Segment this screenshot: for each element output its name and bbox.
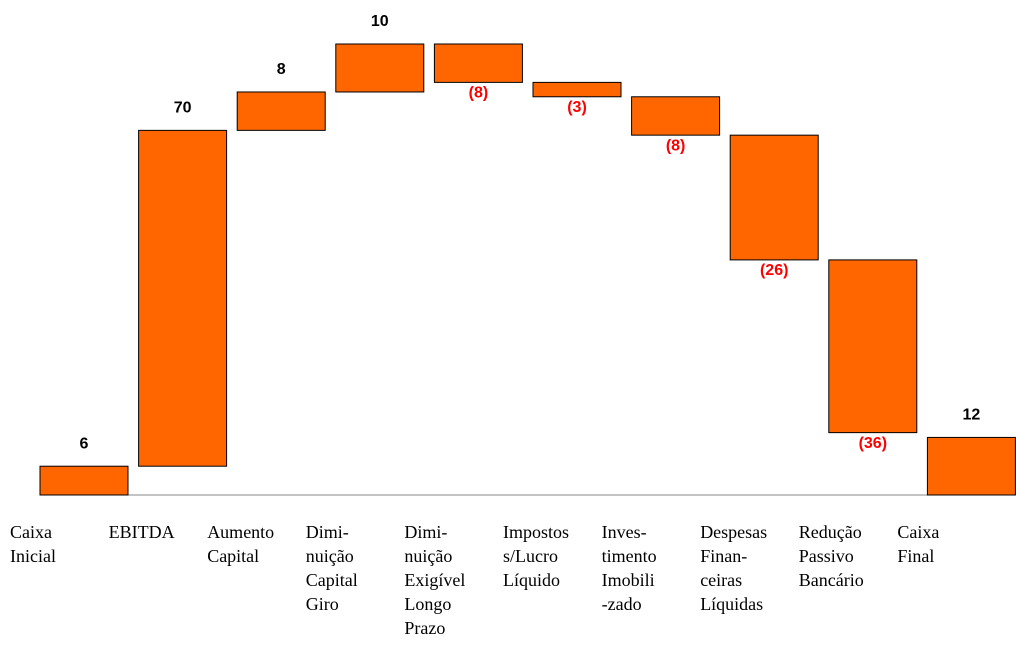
value-label: 8 <box>277 61 286 78</box>
bar <box>729 134 819 261</box>
bar <box>138 129 228 467</box>
x-tick-label: Redução Passivo Bancário <box>798 522 864 590</box>
bar <box>828 259 918 434</box>
value-label: (26) <box>760 262 788 279</box>
bar <box>236 91 326 131</box>
value-label: (3) <box>567 99 587 116</box>
x-tick-label: Caixa Final <box>897 522 940 566</box>
value-label: (8) <box>666 137 686 154</box>
x-tick-label: Aumento Capital <box>207 522 275 566</box>
bar <box>335 43 425 93</box>
value-label: 10 <box>371 13 389 30</box>
x-tick-label: Dimi- nuição Exigível Longo Prazo <box>404 522 466 638</box>
x-tick-label: Caixa Inicial <box>10 522 56 566</box>
bar <box>532 81 622 98</box>
value-label: (8) <box>469 85 489 102</box>
bar <box>926 436 1016 496</box>
x-tick-label: Dimi- nuição Capital Giro <box>305 522 358 614</box>
value-label: 70 <box>174 100 192 117</box>
x-tick-label: Impostos s/Lucro Líquido <box>503 522 570 590</box>
x-tick-label: Inves- timento Imobili -zado <box>601 522 657 614</box>
x-tick-label: EBITDA <box>108 522 175 542</box>
x-tick-label: Despesas Finan- ceiras Líquidas <box>700 522 768 614</box>
bar <box>39 465 129 496</box>
bar <box>631 96 721 136</box>
value-label: (36) <box>859 435 887 452</box>
bar <box>433 43 523 83</box>
value-label: 12 <box>963 407 981 424</box>
value-label: 6 <box>80 435 89 452</box>
